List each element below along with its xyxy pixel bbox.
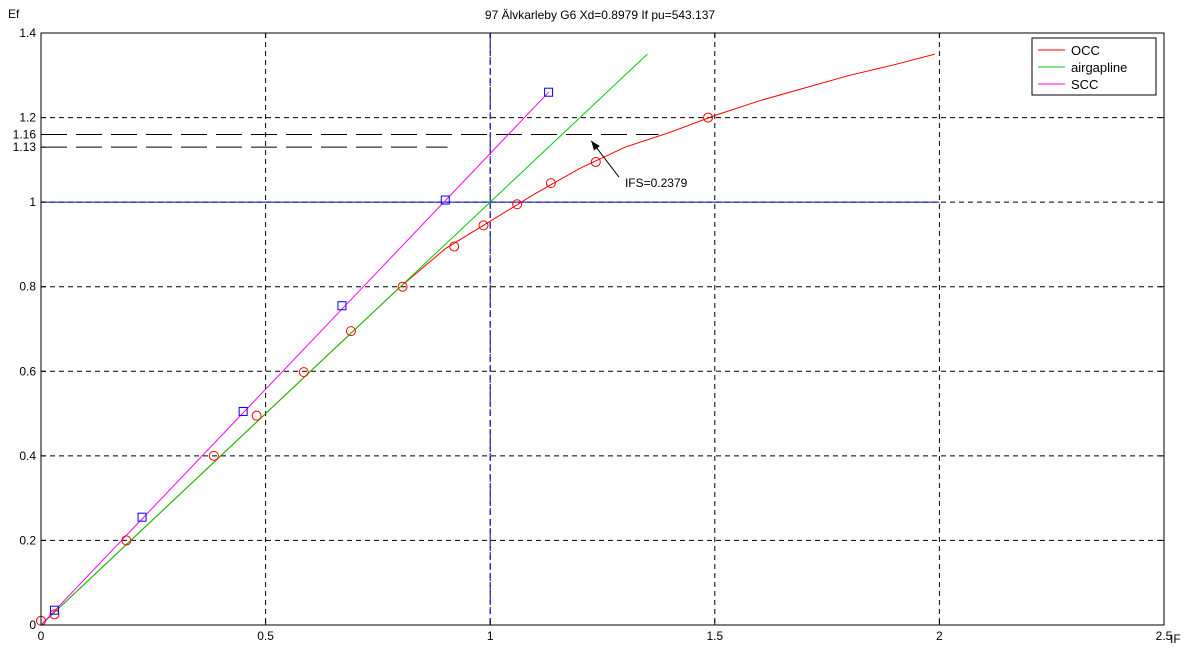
x-tick-label: 0.5 xyxy=(257,629,274,643)
marker-occ-circle xyxy=(345,326,356,337)
marker-scc-square xyxy=(440,195,450,205)
marker-occ-circle xyxy=(121,535,132,546)
marker-occ-circle xyxy=(478,220,489,231)
x-axis-label: IF xyxy=(1170,632,1181,646)
annotation-arrow-head xyxy=(591,140,600,151)
marker-scc-square xyxy=(337,301,347,311)
y-tick-label: 0 xyxy=(29,618,36,632)
y-tick-label-extra: 1.16 xyxy=(13,127,37,141)
marker-occ-circle xyxy=(590,156,601,167)
annotation-label: IFS=0.2379 xyxy=(625,176,688,190)
y-axis-label: Ef xyxy=(8,7,20,21)
y-tick-label: 1 xyxy=(29,195,36,209)
y-tick-label: 0.4 xyxy=(19,449,36,463)
series-line-scc xyxy=(40,91,549,626)
legend: OCC airgapline SCC xyxy=(1031,37,1157,96)
marker-scc-square xyxy=(238,406,248,416)
plot-frame xyxy=(40,32,1165,626)
reference-lines xyxy=(41,33,940,625)
data-markers xyxy=(36,87,714,626)
marker-scc-square xyxy=(137,512,147,522)
marker-occ-circle xyxy=(208,450,219,461)
marker-occ-circle xyxy=(251,410,262,421)
x-tick-label: 2.5 xyxy=(1156,629,1173,643)
y-tick-label: 0.6 xyxy=(19,364,36,378)
series-line-airgapline xyxy=(40,53,648,626)
annotations: IFS=0.2379 xyxy=(590,140,688,190)
series-line-occ xyxy=(40,53,936,626)
legend-label-scc: SCC xyxy=(1071,77,1098,92)
y-tick-label: 1.2 xyxy=(19,111,36,125)
grid-lines xyxy=(41,33,1164,625)
x-tick-label: 1 xyxy=(487,629,494,643)
axis-ticks: 0 0.5 1 1.5 2 2.5 0 0.2 0.4 0.6 0.8 1 1.2 1.4 1.161.13 xyxy=(13,26,1173,643)
marker-occ-circle xyxy=(703,112,714,123)
marker-occ-circle xyxy=(397,281,408,292)
marker-occ-circle xyxy=(545,178,556,189)
y-tick-label: 0.2 xyxy=(19,533,36,547)
marker-occ-circle xyxy=(449,241,460,252)
marker-occ-circle xyxy=(512,199,523,210)
marker-occ-circle xyxy=(298,367,309,378)
x-tick-label: 1.5 xyxy=(706,629,723,643)
y-tick-label-extra: 1.13 xyxy=(13,140,37,154)
x-tick-label: 0 xyxy=(38,629,45,643)
legend-label-airgapline: airgapline xyxy=(1071,60,1127,75)
y-tick-label: 1.4 xyxy=(19,26,36,40)
y-tick-label: 0.8 xyxy=(19,280,36,294)
marker-scc-square xyxy=(49,605,59,615)
data-series xyxy=(40,53,936,626)
legend-label-occ: OCC xyxy=(1071,43,1100,58)
x-tick-label: 2 xyxy=(936,629,943,643)
chart-title: 97 Älvkarleby G6 Xd=0.8979 If pu=543.137 xyxy=(485,8,715,22)
marker-scc-square xyxy=(544,87,554,97)
